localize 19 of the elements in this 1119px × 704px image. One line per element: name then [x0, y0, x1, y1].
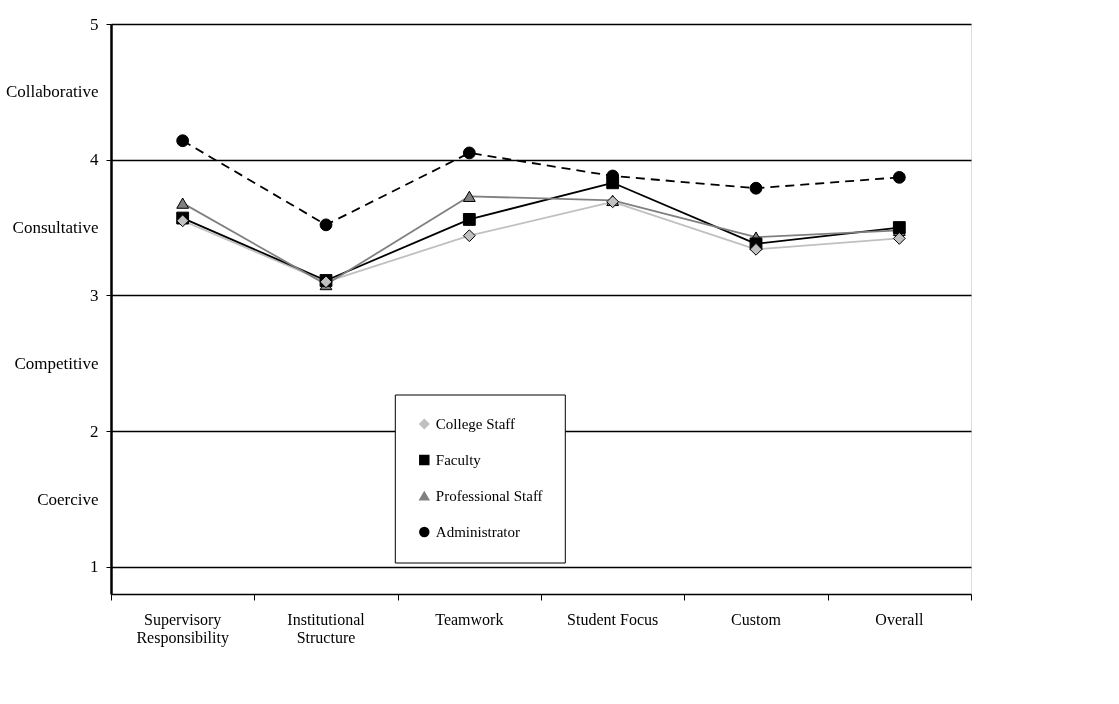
- x-tick-label: Student Focus: [567, 611, 659, 628]
- y-tick-label: 3: [90, 285, 99, 305]
- legend-label: Administrator: [435, 524, 520, 540]
- y-tick-label: Consultative: [12, 218, 99, 238]
- y-tick-label: Coercive: [37, 489, 99, 509]
- y-tick-label: 5: [90, 14, 99, 34]
- y-tick-label: Collaborative: [5, 82, 99, 102]
- legend-label: Professional Staff: [435, 488, 543, 504]
- x-tick-label: Institutional Structure: [287, 611, 366, 646]
- x-tick-label: Overall: [875, 611, 924, 628]
- x-tick-label: Custom: [731, 611, 782, 628]
- legend-label: Faculty: [435, 452, 482, 468]
- legend-label: College Staff: [435, 416, 516, 432]
- y-tick-label: Competitive: [14, 353, 99, 373]
- y-tick-label: 2: [90, 421, 99, 441]
- x-tick-label: Supervisory Responsibility: [136, 611, 229, 647]
- y-tick-label: 1: [90, 557, 99, 577]
- y-tick-label: 4: [90, 150, 99, 170]
- x-tick-label: Teamwork: [435, 611, 504, 628]
